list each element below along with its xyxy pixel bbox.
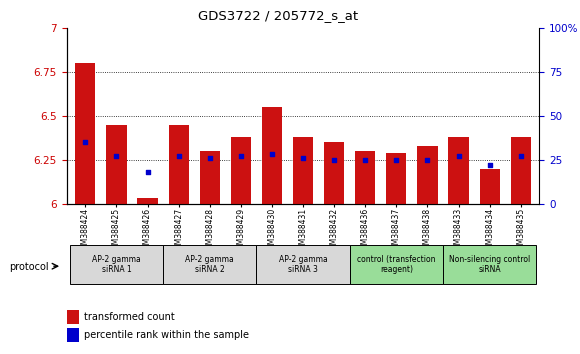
Text: transformed count: transformed count	[84, 312, 175, 322]
Point	[174, 153, 183, 159]
Point	[267, 152, 277, 157]
Text: AP-2 gamma
siRNA 2: AP-2 gamma siRNA 2	[186, 255, 234, 274]
Bar	[137, 198, 158, 204]
Bar	[200, 151, 220, 204]
Bar	[355, 151, 375, 204]
Point	[485, 162, 494, 168]
Bar	[75, 63, 96, 204]
Point	[81, 139, 90, 145]
Bar	[67, 310, 79, 324]
Bar	[163, 245, 256, 284]
Bar	[480, 169, 500, 204]
Text: Non-silencing control
siRNA: Non-silencing control siRNA	[449, 255, 530, 274]
Bar	[231, 137, 251, 204]
Bar	[386, 153, 407, 204]
Bar	[510, 137, 531, 204]
Text: control (transfection
reagent): control (transfection reagent)	[357, 255, 436, 274]
Point	[205, 155, 215, 161]
Bar	[293, 137, 313, 204]
Bar	[324, 142, 345, 204]
Bar	[169, 125, 189, 204]
Bar	[350, 245, 443, 284]
Bar	[262, 107, 282, 204]
Text: percentile rank within the sample: percentile rank within the sample	[84, 330, 249, 340]
Point	[361, 157, 370, 162]
Point	[236, 153, 245, 159]
Point	[516, 153, 525, 159]
Point	[423, 157, 432, 162]
Point	[143, 169, 152, 175]
Point	[454, 153, 463, 159]
Text: AP-2 gamma
siRNA 1: AP-2 gamma siRNA 1	[92, 255, 141, 274]
Bar	[256, 245, 350, 284]
Point	[112, 153, 121, 159]
Point	[298, 155, 307, 161]
Text: AP-2 gamma
siRNA 3: AP-2 gamma siRNA 3	[278, 255, 328, 274]
Bar	[443, 245, 536, 284]
Text: protocol: protocol	[9, 262, 48, 272]
Bar	[106, 125, 126, 204]
Point	[392, 157, 401, 162]
Bar	[67, 328, 79, 342]
Point	[329, 157, 339, 162]
Text: GDS3722 / 205772_s_at: GDS3722 / 205772_s_at	[198, 9, 358, 22]
Bar	[70, 245, 163, 284]
Bar	[448, 137, 469, 204]
Bar	[418, 146, 437, 204]
